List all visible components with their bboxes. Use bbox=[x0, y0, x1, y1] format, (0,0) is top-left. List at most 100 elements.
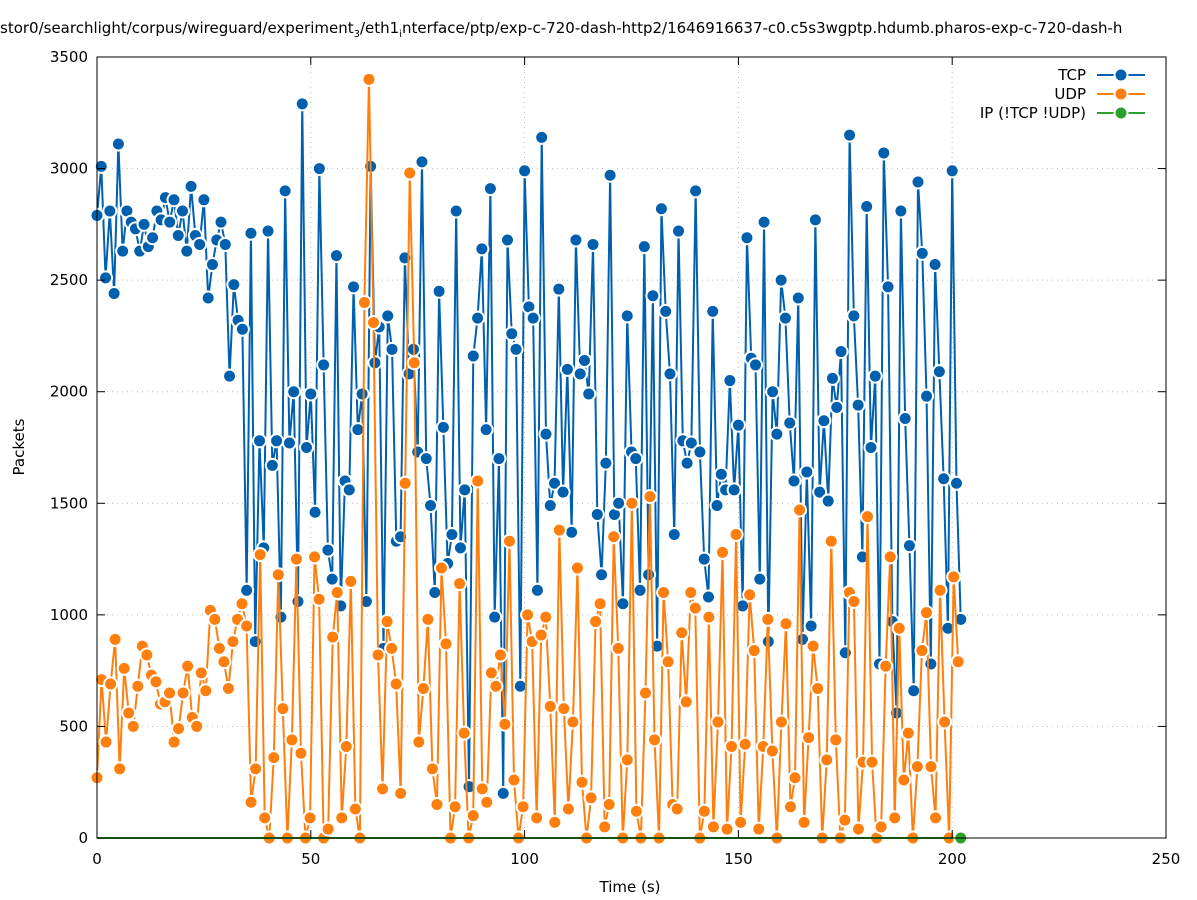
data-point bbox=[795, 631, 811, 647]
data-point bbox=[873, 819, 889, 835]
data-point bbox=[792, 502, 808, 518]
data-point bbox=[320, 542, 336, 558]
y-tick-label: 1000 bbox=[50, 606, 88, 624]
data-point bbox=[180, 658, 196, 674]
data-point bbox=[302, 810, 318, 826]
data-point bbox=[207, 611, 223, 627]
data-point bbox=[588, 614, 604, 630]
data-point bbox=[529, 582, 545, 598]
data-point bbox=[769, 426, 785, 442]
data-point bbox=[217, 236, 233, 252]
data-point bbox=[444, 527, 460, 543]
data-point bbox=[611, 495, 627, 511]
data-point bbox=[569, 560, 585, 576]
data-point bbox=[465, 808, 481, 824]
data-point bbox=[171, 721, 187, 737]
data-point bbox=[615, 596, 631, 612]
data-point bbox=[534, 129, 550, 145]
data-point bbox=[914, 245, 930, 261]
data-point bbox=[696, 803, 712, 819]
data-point bbox=[669, 801, 685, 817]
data-point bbox=[592, 596, 608, 612]
x-tick-label: 50 bbox=[301, 850, 320, 868]
title-subscript: i bbox=[399, 29, 402, 40]
data-point bbox=[226, 277, 242, 293]
data-point bbox=[239, 618, 255, 634]
y-tick-label: 2500 bbox=[50, 271, 88, 289]
data-point bbox=[642, 489, 658, 505]
data-point bbox=[347, 801, 363, 817]
data-point bbox=[914, 643, 930, 659]
data-point bbox=[166, 192, 182, 208]
data-point bbox=[358, 593, 374, 609]
data-point bbox=[796, 814, 812, 830]
data-point bbox=[414, 154, 430, 170]
data-point bbox=[438, 636, 454, 652]
data-point bbox=[275, 701, 291, 717]
y-tick-label: 3000 bbox=[50, 160, 88, 178]
data-point bbox=[397, 475, 413, 491]
data-point bbox=[103, 676, 119, 692]
legend-label: TCP bbox=[1057, 66, 1086, 84]
data-point bbox=[645, 288, 661, 304]
data-point bbox=[581, 386, 597, 402]
data-point bbox=[311, 591, 327, 607]
data-point bbox=[860, 509, 876, 525]
data-point bbox=[944, 163, 960, 179]
data-point bbox=[248, 761, 264, 777]
data-point bbox=[243, 225, 259, 241]
data-point bbox=[589, 506, 605, 522]
data-point bbox=[932, 582, 948, 598]
data-point bbox=[746, 643, 762, 659]
data-point bbox=[107, 631, 123, 647]
data-point bbox=[456, 725, 472, 741]
data-point bbox=[307, 504, 323, 520]
data-point bbox=[479, 794, 495, 810]
data-point bbox=[504, 326, 520, 342]
data-point bbox=[705, 819, 721, 835]
data-point bbox=[529, 810, 545, 826]
data-point bbox=[923, 656, 939, 672]
data-point bbox=[799, 464, 815, 480]
y-axis-label: Packets bbox=[10, 418, 28, 475]
data-point bbox=[632, 582, 648, 598]
data-point bbox=[338, 739, 354, 755]
data-point bbox=[547, 475, 563, 491]
data-point bbox=[760, 611, 776, 627]
data-point bbox=[683, 435, 699, 451]
data-point bbox=[452, 576, 468, 592]
data-point bbox=[130, 678, 146, 694]
data-point bbox=[286, 384, 302, 400]
data-point bbox=[325, 629, 341, 645]
data-point bbox=[726, 482, 742, 498]
data-point bbox=[98, 270, 114, 286]
data-point bbox=[474, 241, 490, 257]
data-point bbox=[882, 549, 898, 565]
data-point bbox=[243, 794, 259, 810]
x-tick-label: 100 bbox=[510, 850, 539, 868]
data-point bbox=[433, 560, 449, 576]
data-point bbox=[696, 551, 712, 567]
data-point bbox=[499, 232, 515, 248]
data-point bbox=[542, 698, 558, 714]
data-point bbox=[198, 683, 214, 699]
data-point bbox=[269, 433, 285, 449]
data-point bbox=[379, 614, 395, 630]
data-point bbox=[334, 810, 350, 826]
y-tick-label: 3500 bbox=[50, 48, 88, 66]
data-point bbox=[483, 665, 499, 681]
data-point bbox=[805, 638, 821, 654]
data-point bbox=[628, 803, 644, 819]
legend-label: IP (!TCP !UDP) bbox=[980, 104, 1086, 122]
data-point bbox=[782, 799, 798, 815]
data-point bbox=[733, 814, 749, 830]
series-tcp bbox=[89, 96, 969, 801]
data-point bbox=[909, 759, 925, 775]
data-point bbox=[393, 785, 409, 801]
data-point bbox=[931, 364, 947, 380]
data-point bbox=[709, 498, 725, 514]
data-point bbox=[660, 654, 676, 670]
data-point bbox=[204, 257, 220, 273]
legend-marker bbox=[1113, 67, 1129, 83]
